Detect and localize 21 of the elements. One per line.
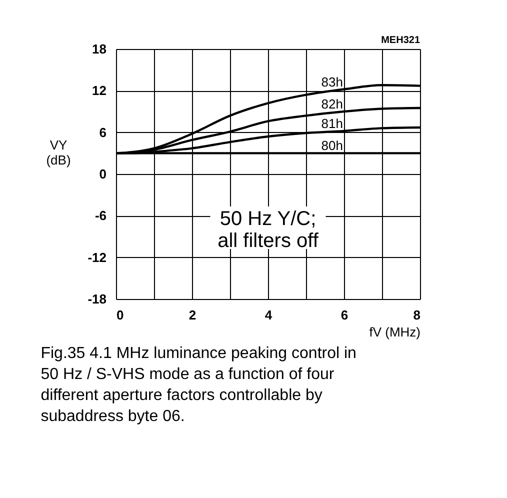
caption: Fig.35 4.1 MHz luminance peaking control in 50 Hz / S-VHS mode as a function of four different aperture factors controllable by subaddress byte 06. (40, 345, 356, 425)
x-tick-label: 6 (340, 308, 348, 322)
series-label: 80h (321, 138, 343, 154)
x-tick-label: 2 (188, 308, 196, 322)
series-label: 82h (321, 96, 343, 112)
y-tick-label: 6 (99, 124, 106, 140)
x-tick-label: 4 (264, 308, 273, 322)
y-tick-label: 18 (92, 42, 106, 56)
text: MEH321 (381, 35, 420, 46)
y-tick-label: 12 (92, 83, 106, 98)
series-label: 81h (321, 116, 343, 131)
y-axis-title: VY (dB) (46, 138, 71, 168)
x-axis-title: fV (MHz) (369, 324, 420, 340)
y-tick-label: -18 (88, 292, 106, 306)
series-label: 83h (321, 74, 343, 90)
x-tick-label: 8 (413, 308, 420, 322)
x-tick-label: 0 (116, 308, 124, 322)
annotation: 50 Hz Y/C; all filters off (218, 208, 319, 252)
y-tick-label: 0 (99, 166, 106, 182)
y-tick-label: -6 (94, 208, 106, 224)
y-tick-label: -12 (88, 250, 106, 265)
